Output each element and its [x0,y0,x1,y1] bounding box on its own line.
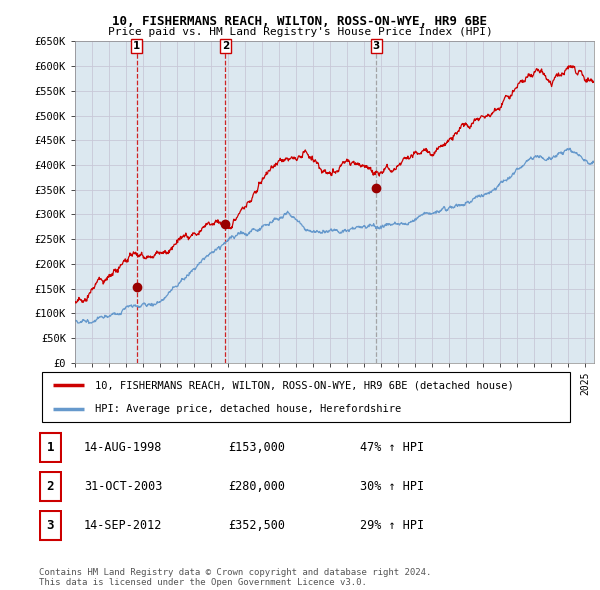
FancyBboxPatch shape [40,512,61,540]
Text: 3: 3 [47,519,54,532]
Text: 10, FISHERMANS REACH, WILTON, ROSS-ON-WYE, HR9 6BE (detached house): 10, FISHERMANS REACH, WILTON, ROSS-ON-WY… [95,380,514,390]
Text: 2: 2 [221,41,229,51]
Text: 29% ↑ HPI: 29% ↑ HPI [360,519,424,532]
FancyBboxPatch shape [40,473,61,501]
FancyBboxPatch shape [42,372,570,422]
Text: 1: 1 [47,441,54,454]
Text: 14-AUG-1998: 14-AUG-1998 [84,441,163,454]
Text: 47% ↑ HPI: 47% ↑ HPI [360,441,424,454]
Text: 2: 2 [47,480,54,493]
Text: 30% ↑ HPI: 30% ↑ HPI [360,480,424,493]
Text: 3: 3 [373,41,380,51]
Text: 1: 1 [133,41,140,51]
Text: Price paid vs. HM Land Registry's House Price Index (HPI): Price paid vs. HM Land Registry's House … [107,27,493,37]
Text: £153,000: £153,000 [228,441,285,454]
Text: Contains HM Land Registry data © Crown copyright and database right 2024.
This d: Contains HM Land Registry data © Crown c… [39,568,431,587]
Text: 14-SEP-2012: 14-SEP-2012 [84,519,163,532]
Text: £280,000: £280,000 [228,480,285,493]
Text: HPI: Average price, detached house, Herefordshire: HPI: Average price, detached house, Here… [95,404,401,414]
Text: £352,500: £352,500 [228,519,285,532]
Text: 10, FISHERMANS REACH, WILTON, ROSS-ON-WYE, HR9 6BE: 10, FISHERMANS REACH, WILTON, ROSS-ON-WY… [113,15,487,28]
Text: 31-OCT-2003: 31-OCT-2003 [84,480,163,493]
FancyBboxPatch shape [40,433,61,461]
